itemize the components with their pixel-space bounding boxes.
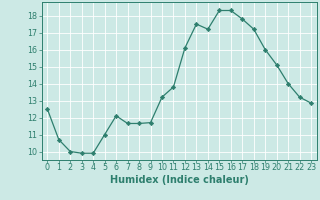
- X-axis label: Humidex (Indice chaleur): Humidex (Indice chaleur): [110, 175, 249, 185]
